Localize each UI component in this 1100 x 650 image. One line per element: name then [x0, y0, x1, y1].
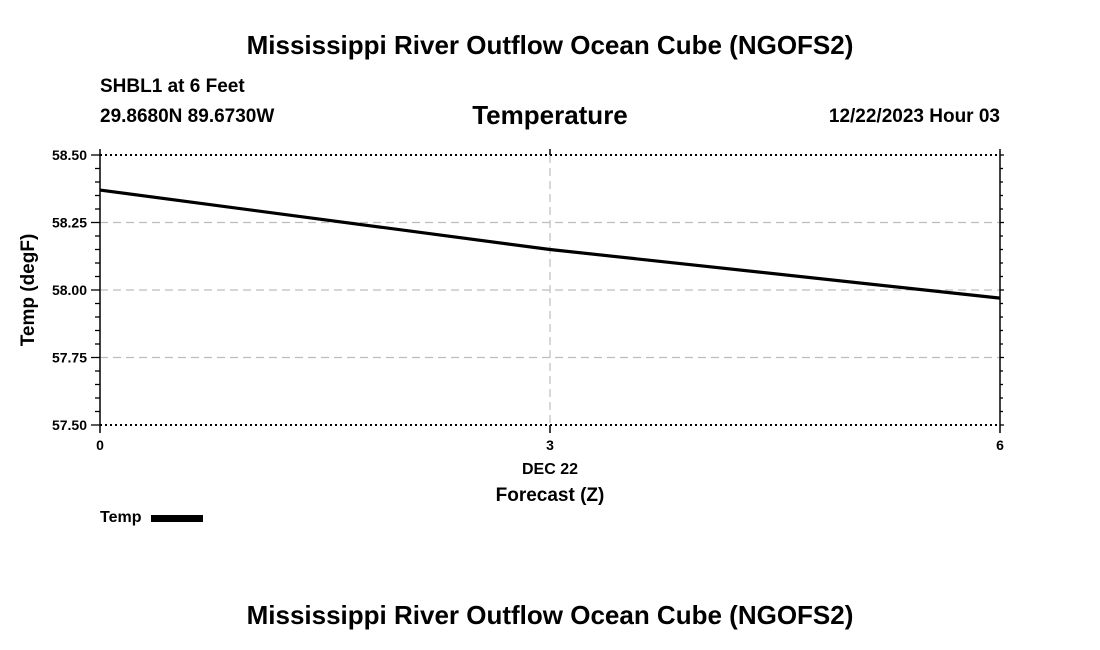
chart-subtitle: Temperature	[472, 100, 628, 130]
x-tick-label: 3	[546, 437, 554, 453]
legend-label: Temp	[100, 509, 142, 526]
y-tick-label: 57.75	[52, 350, 87, 366]
y-tick-label: 58.00	[52, 282, 87, 298]
y-axis-label: Temp (degF)	[18, 234, 39, 347]
temp-series-line	[99, 188, 1001, 300]
footer-title: Mississippi River Outflow Ocean Cube (NG…	[246, 600, 854, 630]
chart-title: Mississippi River Outflow Ocean Cube (NG…	[246, 30, 854, 60]
x-axis-label: Forecast (Z)	[496, 485, 605, 506]
datetime-label: 12/22/2023 Hour 03	[828, 106, 1000, 127]
coordinates-label: 29.8680N 89.6730W	[100, 106, 275, 127]
station-label: SHBL1 at 6 Feet	[100, 76, 245, 97]
x-tick-label: 6	[996, 437, 1004, 453]
x-tick-label: 0	[96, 437, 104, 453]
y-tick-label: 58.25	[52, 215, 87, 231]
y-tick-label: 58.50	[52, 147, 87, 163]
legend: Temp	[100, 509, 204, 527]
legend-swatch	[151, 514, 204, 522]
x-date-label: DEC 22	[522, 461, 578, 478]
y-tick-label: 57.50	[52, 417, 87, 433]
